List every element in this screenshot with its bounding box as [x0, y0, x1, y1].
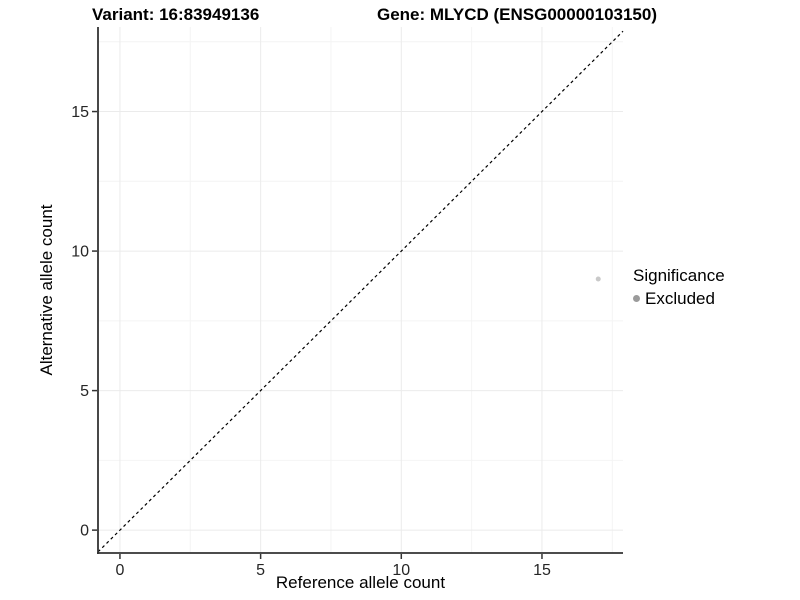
- legend-item-excluded: Excluded: [633, 289, 725, 308]
- y-tick-label: 10: [71, 244, 89, 261]
- y-tick-label: 5: [80, 383, 89, 400]
- x-axis-title: Reference allele count: [275, 573, 446, 592]
- x-tick-label: 10: [392, 562, 410, 579]
- x-tick-label: 15: [533, 562, 551, 579]
- y-axis-title: Alternative allele count: [37, 204, 56, 376]
- legend-point-icon: [633, 295, 640, 302]
- plot-title-variant: Variant: 16:83949136: [92, 5, 260, 24]
- identity-line: [97, 30, 624, 553]
- legend-item-label: Excluded: [645, 289, 715, 308]
- y-tick-label: 0: [80, 523, 89, 540]
- legend: Significance Excluded: [633, 266, 725, 308]
- y-tick-label: 15: [71, 104, 89, 121]
- data-point: [595, 276, 601, 282]
- plot-title-gene: Gene: MLYCD (ENSG00000103150): [377, 5, 658, 24]
- legend-title: Significance: [633, 266, 725, 285]
- x-tick-label: 0: [115, 562, 124, 579]
- x-tick-label: 5: [256, 562, 265, 579]
